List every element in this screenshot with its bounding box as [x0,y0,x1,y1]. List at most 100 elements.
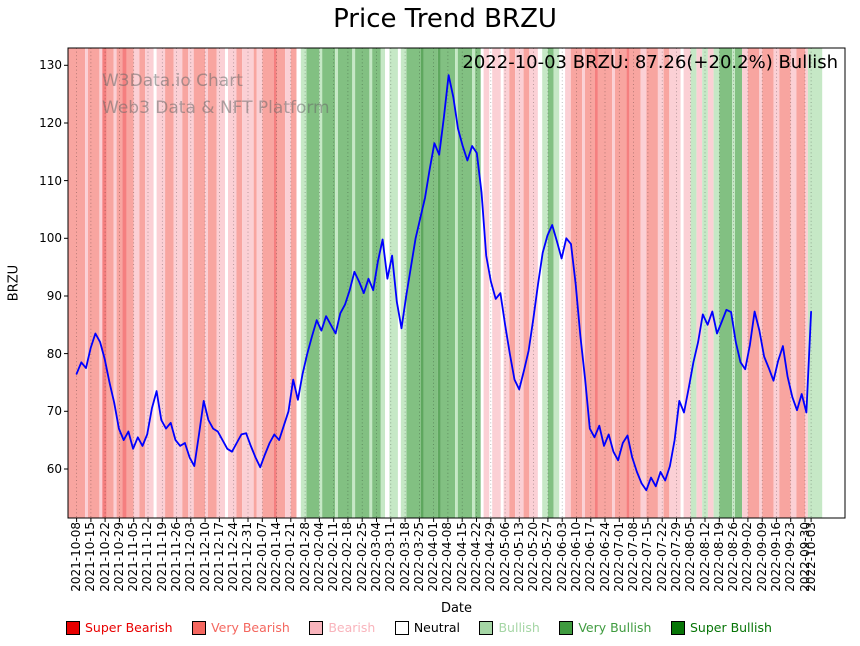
x-tick-label: 2022-06-24 [597,522,612,592]
x-tick-label: 2022-05-13 [511,522,526,592]
sentiment-band-very-bearish [126,48,134,518]
sentiment-band-bullish [335,48,338,518]
x-tick-label: 2022-07-01 [611,522,626,592]
x-tick-label: 2021-10-22 [97,522,112,592]
sentiment-band-bearish [790,48,797,518]
sentiment-band-very-bullish [338,48,353,518]
neutral-swatch-icon [394,620,409,635]
sentiment-band-very-bearish [629,48,641,518]
plot-frame [67,47,846,519]
x-tick-label: 2022-07-08 [626,522,641,592]
y-axis-label: BRZU [6,264,22,302]
sentiment-band-bearish [696,48,703,518]
x-tick-label: 2021-10-29 [111,522,126,592]
x-tick-label: 2022-08-12 [697,522,712,592]
legend-item-bullish: Bullish [479,620,540,635]
sentiment-band-neutral [480,48,484,518]
very-bearish-swatch-icon [192,620,207,635]
sentiment-band-very-bearish [509,48,515,518]
x-tick-label: 2022-01-21 [283,522,298,592]
price-line [75,74,812,492]
legend-label: Neutral [413,620,460,635]
x-tick-label: 2022-06-17 [583,522,598,592]
x-tick-label: 2022-02-18 [340,522,355,592]
sentiment-bands [68,48,823,518]
sentiment-band-very-bearish [585,48,595,518]
sentiment-band-bearish [188,48,194,518]
sentiment-band-bearish [173,48,183,518]
x-tick-label: 2022-04-08 [440,522,455,592]
legend-label: Super Bearish [85,620,173,635]
sentiment-band-bearish [99,48,103,518]
sentiment-band-bearish [657,48,664,518]
x-tick-label: 2021-11-05 [126,522,141,592]
x-tick-label: 2021-12-10 [197,522,212,592]
x-tick-label: 2021-12-24 [226,522,241,592]
bullish-swatch-icon [479,620,494,635]
sentiment-band-very-bearish [747,48,760,518]
bearish-swatch-icon [309,620,324,635]
legend-item-super-bullish: Super Bullish [670,620,772,635]
sentiment-band-bullish [807,48,823,518]
sentiment-band-neutral [537,48,543,518]
sentiment-band-bullish [732,48,736,518]
y-tick-label: 130 [39,58,62,73]
x-tick-label: 2022-09-02 [740,522,755,592]
sentiment-band-bullish [300,48,307,518]
sentiment-band-bearish [492,48,501,518]
x-tick-label: 2021-11-12 [140,522,155,592]
x-tick-label: 2022-04-22 [468,522,483,592]
sentiment-band-very-bearish [182,48,188,518]
sentiment-band-bearish [256,48,263,518]
sentiment-band-bullish [702,48,708,518]
x-tick-label: 2022-08-05 [683,522,698,592]
sentiment-band-bullish [455,48,458,518]
sentiment-band-very-bullish [735,48,743,518]
super-bullish-swatch-icon [670,620,685,635]
sentiment-band-neutral [680,48,684,518]
y-tick-label: 110 [39,173,62,188]
x-tick-label: 2022-05-06 [497,522,512,592]
sentiment-band-very-bearish [615,48,627,518]
legend-item-very-bullish: Very Bullish [559,620,651,635]
sentiment-band-bearish [773,48,780,518]
sentiment-band-bullish [380,48,386,518]
sentiment-band-bearish [683,48,691,518]
x-tick-label: 2022-03-18 [397,522,412,592]
x-tick-label: 2022-09-09 [754,522,769,592]
sentiment-band-very-bearish [276,48,286,518]
x-axis-label: Date [440,601,473,616]
x-tick-label: 2022-02-11 [326,522,341,592]
sentiment-band-bearish [285,48,291,518]
sentiment-band-super-bearish [122,48,127,518]
sentiment-band-very-bullish [322,48,336,518]
sentiment-band-bearish [205,48,208,518]
x-tick-label: 2022-08-19 [711,522,726,592]
sentiment-band-bearish [156,48,166,518]
sentiment-band-very-bullish [475,48,481,518]
x-tick-label: 2022-09-23 [783,522,798,592]
sentiment-band-very-bullish [440,48,456,518]
sentiment-band-very-bearish [236,48,243,518]
sentiment-band-bearish [707,48,714,518]
x-tick-label: 2022-02-25 [354,522,369,592]
sentiment-band-neutral [385,48,390,518]
sentiment-band-neutral [500,48,504,518]
sentiment-band-very-bearish [165,48,174,518]
sentiment-band-super-bearish [595,48,598,518]
x-tick-label: 2022-07-29 [668,522,683,592]
x-tick-label: 2022-09-16 [768,522,783,592]
sentiment-band-very-bullish [423,48,438,518]
x-tick-label: 2022-05-20 [526,522,541,592]
x-tick-label: 2022-01-14 [269,522,284,592]
x-tick-label: 2022-10-03 [803,522,818,592]
sentiment-band-super-bullish [437,48,441,518]
sentiment-band-very-bearish [208,48,217,518]
sentiment-band-bearish [612,48,616,518]
x-tick-label: 2022-03-04 [369,522,383,592]
sentiment-band-bearish [483,48,490,518]
sentiment-band-bearish [242,48,254,518]
sentiment-band-very-bullish [547,48,554,518]
sentiment-band-very-bullish [355,48,370,518]
